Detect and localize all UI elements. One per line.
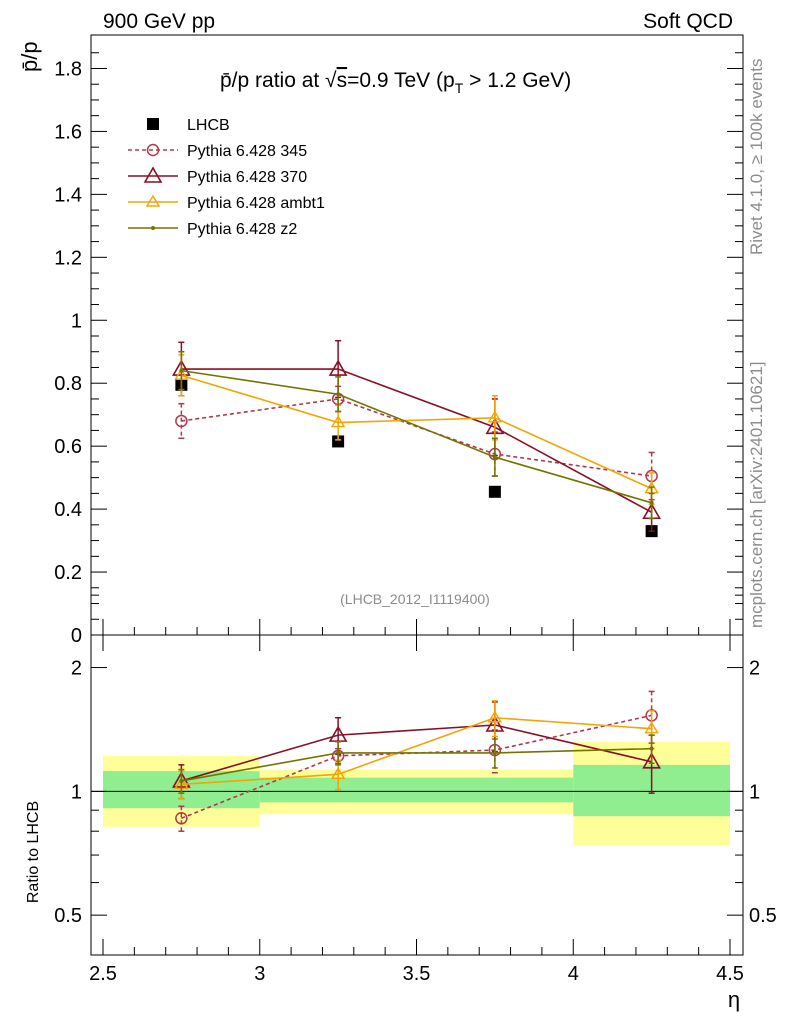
y-axis-label: p̄/p (17, 41, 42, 72)
data-point-p370 (328, 359, 348, 376)
legend-label: LHCB (187, 117, 230, 134)
x-tick-label: 3.5 (403, 963, 431, 985)
series-line-p370 (181, 368, 653, 513)
ratio-y-axis-label: Ratio to LHCB (25, 801, 42, 903)
y-tick-label: 0.4 (54, 499, 82, 521)
ratio-point-z2 (179, 778, 184, 783)
legend-item-z2: Pythia 6.428 z2 (128, 221, 297, 238)
legend-marker (143, 166, 163, 183)
ratio-point-p370 (642, 752, 662, 769)
ratio-band-layer (103, 741, 730, 846)
header-right: Soft QCD (643, 10, 733, 33)
ratio-tick-label-right: 0.5 (749, 905, 777, 927)
x-tick-label: 2.5 (89, 963, 117, 985)
series-z2 (178, 350, 655, 520)
ratio-series-layer (171, 690, 662, 832)
legend-label: Pythia 6.428 370 (187, 169, 307, 186)
y-tick-label: 0.2 (54, 562, 82, 584)
data-point-z2 (179, 368, 184, 373)
x-tick-label: 3 (254, 963, 265, 985)
ratio-point-z2 (492, 750, 497, 755)
ratio-point-ambt1 (644, 721, 659, 734)
ratio-point-p345 (175, 812, 188, 825)
analysis-id-label: (LHCB_2012_I1119400) (340, 591, 490, 607)
title-sqrt-arg: s (337, 69, 348, 92)
y-tick-label: 0 (71, 625, 82, 647)
rivet-version-label: Rivet 4.1.0, ≥ 100k events (747, 59, 766, 255)
series-lhcb (175, 378, 658, 538)
ratio-tick-label: 2 (71, 658, 82, 680)
legend-marker (145, 194, 161, 207)
y-tick-label: 1 (71, 310, 82, 332)
ratio-series-z2 (178, 734, 655, 794)
ratio-band-inner (416, 777, 574, 803)
data-point-p345 (175, 414, 188, 428)
title-subscript: T (455, 80, 464, 96)
ratio-tick-label-right: 1 (749, 781, 760, 803)
data-point-ambt1 (330, 415, 346, 428)
series-line-ambt1 (181, 374, 652, 490)
title-suffix: > 1.2 GeV) (463, 69, 571, 92)
legend-label: Pythia 6.428 z2 (187, 221, 297, 238)
legend-marker (147, 118, 159, 130)
legend-marker (146, 143, 160, 157)
y-tick-label: 1.8 (54, 58, 82, 80)
chart-title: p̄/p ratio at √s=0.9 TeV (pT > 1.2 GeV) (220, 69, 571, 96)
mcplots-label: mcplots.cern.ch [arXiv:2401.10621] (747, 362, 766, 628)
x-axis-label: η (728, 987, 740, 1012)
ratio-point-ambt1 (330, 766, 346, 780)
y-tick-label: 1.4 (54, 184, 82, 206)
legend-item-p345: Pythia 6.428 345 (128, 143, 307, 160)
data-point-z2 (336, 392, 341, 397)
ratio-tick-label: 0.5 (54, 905, 82, 927)
x-tick-label: 4 (568, 963, 579, 985)
legend-label: Pythia 6.428 ambt1 (187, 195, 325, 212)
legend-item-p370: Pythia 6.428 370 (128, 166, 307, 186)
legend-item-ambt1: Pythia 6.428 ambt1 (128, 194, 325, 212)
data-point-lhcb (488, 485, 501, 498)
ratio-line-p370 (181, 724, 652, 782)
data-point-ambt1 (487, 410, 503, 423)
data-point-z2 (492, 455, 497, 460)
ratio-point-z2 (336, 750, 341, 755)
legend-label: Pythia 6.428 345 (187, 143, 307, 160)
ratio-tick-label-right: 2 (749, 658, 760, 680)
data-point-z2 (649, 500, 654, 505)
header-left: 900 GeV pp (103, 10, 215, 33)
axes-frame-layer: 0 0.2 0.4 0.6 0.8 1 1.2 1.4 1.6 1.8 2.5 3 3.5 4 4.5 0.5… (54, 34, 777, 985)
series-line-z2 (181, 369, 652, 504)
series-ambt1 (174, 354, 659, 506)
legend-item-lhcb: LHCB (147, 117, 230, 134)
ratio-line-z2 (181, 747, 652, 782)
title-mid: =0.9 TeV (p (347, 69, 455, 92)
ratio-line-ambt1 (181, 716, 652, 786)
ratio-point-ambt1 (487, 710, 503, 723)
y-tick-label: 0.8 (54, 373, 82, 395)
y-tick-label: 1.6 (54, 121, 82, 143)
legend-marker (151, 226, 155, 230)
y-tick-label: 1.2 (54, 247, 82, 269)
series-p370 (171, 339, 662, 532)
series-line-p345 (181, 398, 652, 477)
ratio-point-z2 (649, 746, 654, 751)
series-layer (171, 339, 662, 538)
ratio-tick-label: 1 (71, 781, 82, 803)
y-tick-label: 0.6 (54, 436, 82, 458)
legend: LHCB Pythia 6.428 345 Pythia 6.428 370 Pyth… (128, 117, 325, 238)
data-point-lhcb (332, 435, 345, 448)
x-tick-label: 4.5 (716, 963, 744, 985)
title-prefix: p̄/p ratio at √ (220, 69, 337, 92)
